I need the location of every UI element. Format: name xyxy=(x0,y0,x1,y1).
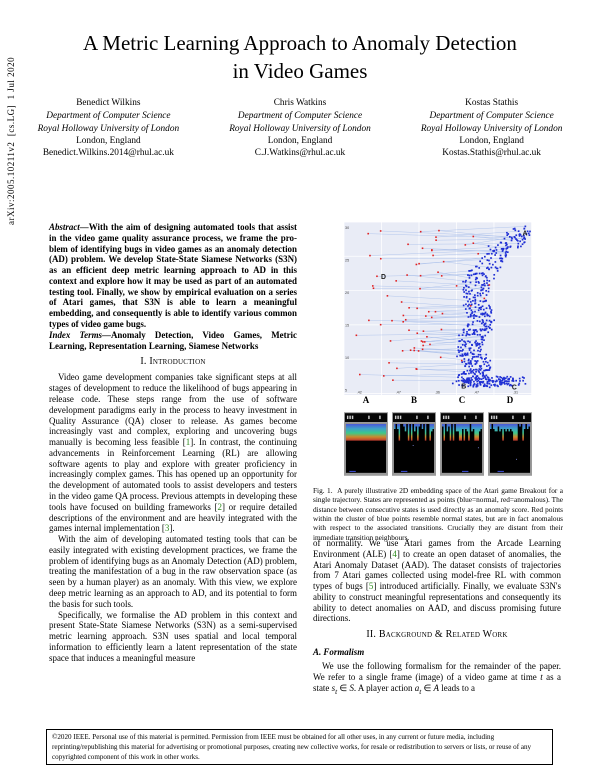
svg-text:.36: .36 xyxy=(435,390,440,394)
svg-text:.42: .42 xyxy=(357,390,362,394)
svg-text:15: 15 xyxy=(345,323,349,327)
svg-text:20: 20 xyxy=(345,291,349,295)
svg-text:30: 30 xyxy=(345,226,349,230)
svg-text:D: D xyxy=(381,274,386,281)
svg-text:.31: .31 xyxy=(513,390,518,394)
svg-text:5: 5 xyxy=(345,388,347,392)
svg-text:B: B xyxy=(461,384,466,391)
svg-text:10: 10 xyxy=(345,356,349,360)
svg-text:A: A xyxy=(522,231,527,238)
svg-text:.47: .47 xyxy=(474,390,479,394)
svg-text:25: 25 xyxy=(345,258,349,262)
svg-text:.47: .47 xyxy=(396,390,401,394)
